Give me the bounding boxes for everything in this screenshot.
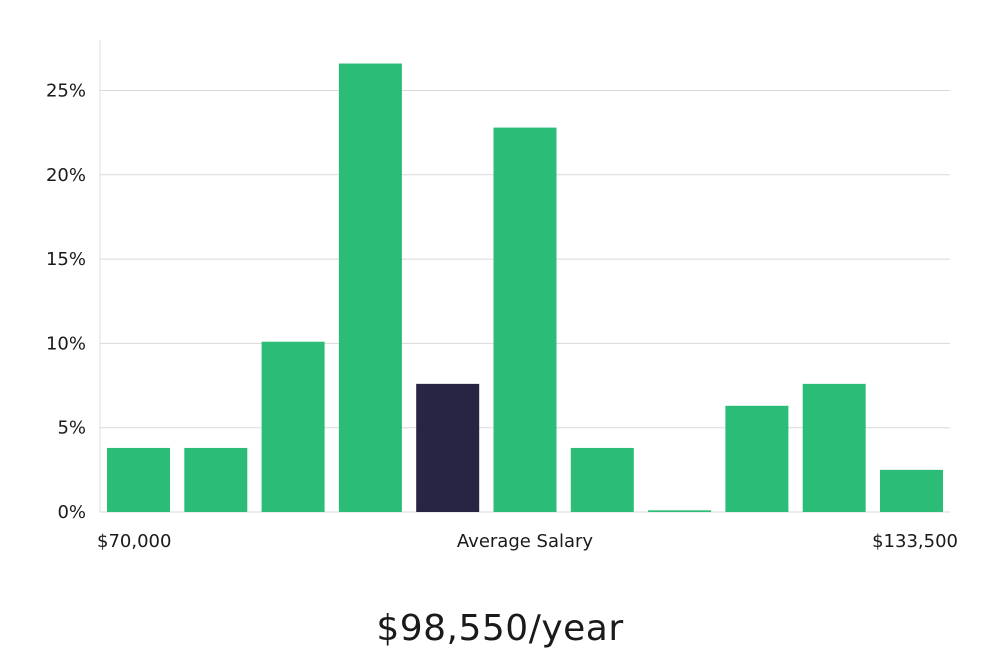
bar bbox=[570, 447, 634, 512]
bar bbox=[261, 341, 325, 512]
y-tick-label: 5% bbox=[57, 418, 86, 439]
average-salary-value: $98,550/year bbox=[376, 608, 624, 649]
y-tick-label: 0% bbox=[57, 502, 86, 523]
bar bbox=[648, 510, 712, 512]
x-axis-min-label: $70,000 bbox=[97, 531, 171, 552]
bar bbox=[338, 63, 402, 513]
bar bbox=[107, 447, 170, 512]
salary-histogram: 0%5%10%15%20%25% $70,000 Average Salary … bbox=[46, 40, 958, 552]
bar-highlighted bbox=[416, 383, 480, 512]
y-tick-label: 10% bbox=[46, 333, 86, 354]
y-axis-ticks: 0% 5% 10% 15% 20% 25% bbox=[46, 81, 86, 524]
bar bbox=[802, 383, 866, 512]
x-axis-max-label: $133,500 bbox=[872, 531, 958, 552]
bar bbox=[725, 405, 789, 512]
bar bbox=[184, 447, 248, 512]
y-tick-label: 25% bbox=[46, 81, 86, 102]
y-tick-label: 15% bbox=[46, 249, 86, 270]
x-axis-title: Average Salary bbox=[457, 531, 594, 552]
bars bbox=[107, 63, 943, 513]
bar bbox=[493, 127, 557, 512]
y-tick-label: 20% bbox=[46, 165, 86, 186]
bar bbox=[880, 469, 943, 512]
